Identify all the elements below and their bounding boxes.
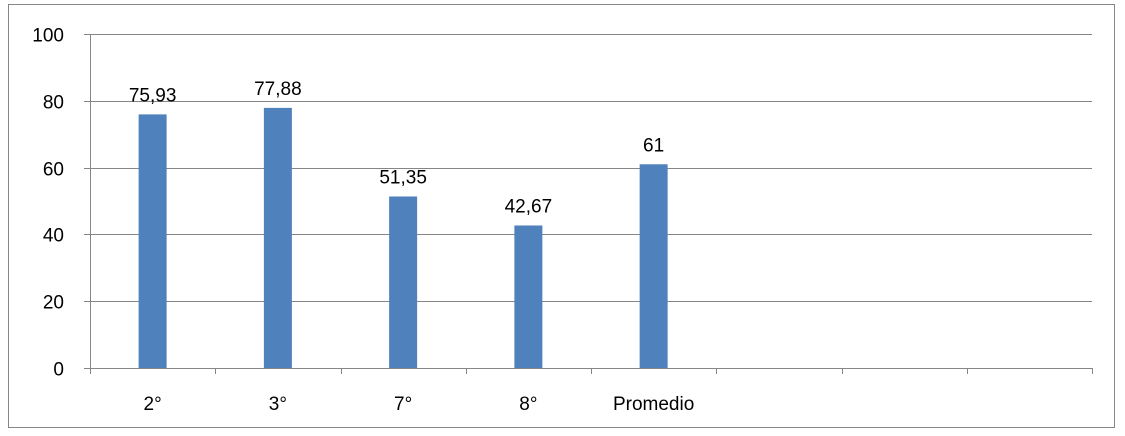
y-tick-label: 100	[32, 26, 64, 47]
x-tick-label: 8°	[519, 394, 537, 415]
bar	[639, 164, 668, 368]
y-tick-label: 80	[43, 93, 64, 114]
bar-data-label: 77,88	[254, 79, 302, 100]
bar-data-label: 51,35	[379, 167, 427, 188]
y-tick-label: 0	[53, 360, 64, 381]
bar	[389, 196, 418, 368]
x-tick-label: 7°	[394, 394, 412, 415]
bar-data-label: 42,67	[505, 196, 553, 217]
x-tick-label: 2°	[144, 394, 162, 415]
y-tick-label: 60	[43, 160, 64, 181]
y-tick-label: 40	[43, 226, 64, 247]
x-tick-label: 3°	[269, 394, 287, 415]
bar	[514, 225, 543, 368]
bar	[138, 114, 167, 368]
bar	[263, 107, 292, 368]
y-tick-label: 20	[43, 293, 64, 314]
bar-data-label: 75,93	[129, 85, 177, 106]
bar-data-label: 61	[643, 135, 664, 156]
x-tick-label: Promedio	[613, 394, 694, 415]
chart-frame	[8, 4, 1115, 428]
